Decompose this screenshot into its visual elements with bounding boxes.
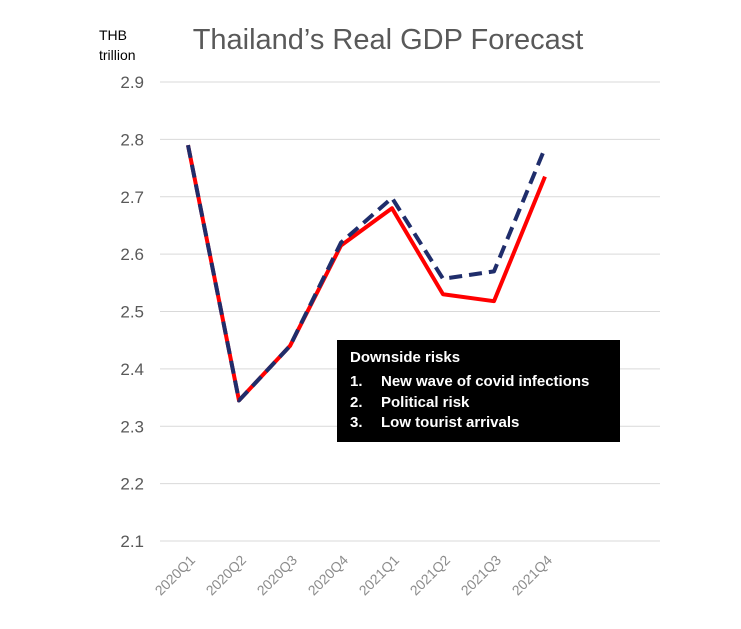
annotation-item-text: Political risk (381, 394, 470, 411)
y-unit-label-line1: THB (99, 27, 127, 43)
x-axis-ticks: 2020Q1 2020Q2 2020Q3 2020Q4 2021Q1 2021Q2 2021… (152, 552, 556, 599)
annotation-item-text: New wave of covid infections (381, 373, 589, 390)
x-tick-label: 2021Q4 (509, 552, 556, 599)
series-line-1 (186, 144, 547, 403)
x-tick-label: 2020Q4 (305, 552, 352, 599)
y-tick-label: 2.3 (120, 417, 144, 436)
y-axis-ticks: 2.9 2.8 2.7 2.6 2.5 2.4 2.3 2.2 2.1 (120, 73, 144, 551)
x-tick-label: 2021Q1 (356, 552, 403, 599)
annotation-item-number: 1. (350, 373, 363, 390)
series-lines (186, 144, 547, 403)
y-tick-label: 2.6 (120, 245, 144, 264)
y-tick-label: 2.8 (120, 130, 144, 149)
y-tick-label: 2.4 (120, 360, 144, 379)
annotation-heading: Downside risks (350, 349, 460, 366)
gridlines (160, 81, 660, 542)
annotation-item-number: 3. (350, 414, 363, 431)
chart-title: Thailand’s Real GDP Forecast (193, 24, 584, 56)
annotation-background (337, 340, 620, 442)
annotation-item-text: Low tourist arrivals (381, 414, 519, 431)
x-tick-label: 2020Q2 (203, 552, 250, 599)
y-tick-label: 2.9 (120, 73, 144, 92)
y-tick-label: 2.2 (120, 475, 144, 494)
x-tick-label: 2021Q3 (458, 552, 505, 599)
x-tick-label: 2021Q2 (407, 552, 454, 599)
y-tick-label: 2.7 (120, 188, 144, 207)
x-tick-label: 2020Q3 (254, 552, 301, 599)
y-unit-label-line2: trillion (99, 47, 136, 63)
y-tick-label: 2.1 (120, 532, 144, 551)
y-tick-label: 2.5 (120, 303, 144, 322)
annotation-item-number: 2. (350, 394, 363, 411)
x-tick-label: 2020Q1 (152, 552, 199, 599)
downside-risks-box: Downside risks 1. New wave of covid infe… (337, 340, 620, 442)
